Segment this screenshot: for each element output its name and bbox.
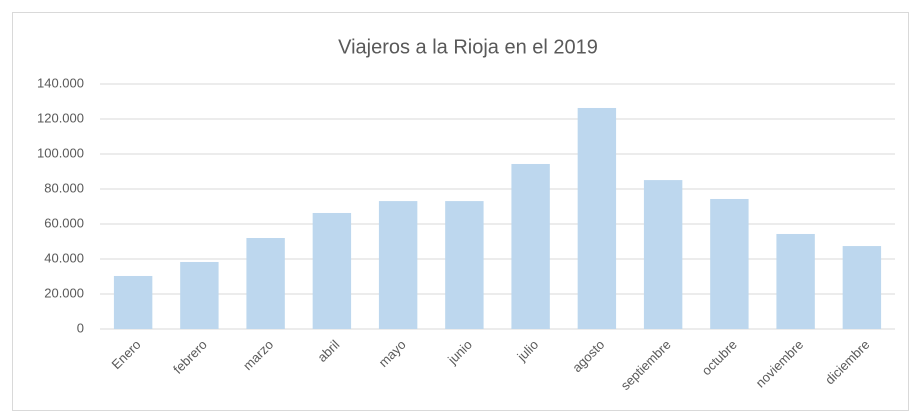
bar xyxy=(180,261,219,329)
y-tick-label: 20.000 xyxy=(44,285,84,300)
y-tick-label: 0 xyxy=(77,320,84,335)
y-tick-label: 80.000 xyxy=(44,180,84,195)
bar xyxy=(312,212,352,329)
bar xyxy=(577,107,617,329)
bar xyxy=(842,246,882,329)
bar xyxy=(378,201,418,329)
bar xyxy=(445,201,484,329)
y-tick-label: 120.000 xyxy=(37,110,84,125)
bar xyxy=(710,198,749,329)
y-tick-label: 100.000 xyxy=(37,145,84,160)
chart-title: Viajeros a la Rioja en el 2019 xyxy=(338,36,598,58)
y-tick-label: 60.000 xyxy=(44,215,84,230)
bar xyxy=(511,163,550,329)
bar xyxy=(246,238,285,329)
y-tick-label: 40.000 xyxy=(44,250,84,265)
bar xyxy=(643,180,683,329)
bar xyxy=(113,275,153,329)
y-tick-label: 140.000 xyxy=(37,75,84,90)
bar xyxy=(776,233,815,329)
